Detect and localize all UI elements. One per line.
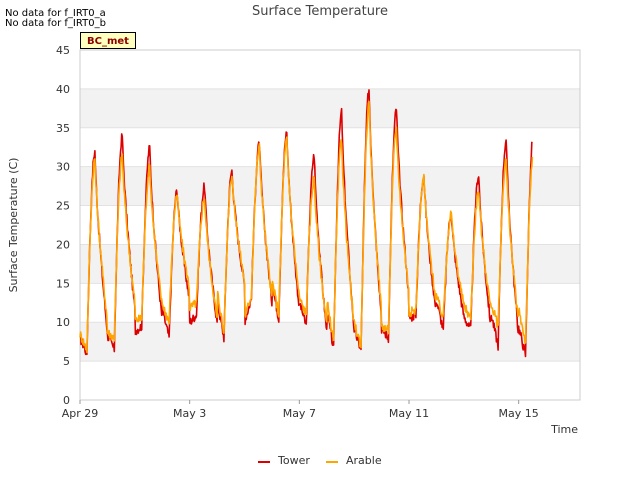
y-tick-label: 0 (63, 394, 70, 407)
x-tick-label: May 11 (389, 407, 429, 420)
x-axis-label: Time (550, 423, 578, 436)
y-tick-label: 20 (56, 238, 70, 251)
grid-band (80, 244, 580, 284)
series-line-arable (79, 100, 534, 354)
y-axis-ticks: 0 5 10 15 20 25 30 35 40 45 (56, 44, 70, 407)
y-axis-label: Surface Temperature (C) (7, 158, 20, 293)
x-tick-label: Apr 29 (62, 407, 99, 420)
plot-frame (79, 49, 581, 401)
site-badge: BC_met (80, 32, 136, 49)
y-tick-label: 35 (56, 122, 70, 135)
y-tick-label: 5 (63, 355, 70, 368)
chart-title: Surface Temperature (252, 4, 388, 19)
x-tick-label: May 15 (499, 407, 539, 420)
y-tick-label: 15 (56, 277, 70, 290)
no-data-note-1: No data for f_IRT0_a (5, 8, 106, 19)
grid-band (80, 166, 580, 206)
y-tick-label: 40 (56, 83, 70, 96)
y-tick-label: 10 (56, 316, 70, 329)
y-tick-label: 25 (56, 200, 70, 213)
y-tick-label: 45 (56, 44, 70, 57)
y-tick-label: 30 (56, 161, 70, 174)
grid-band (80, 88, 580, 128)
x-tick-label: May 7 (283, 407, 316, 420)
grid-bands (80, 49, 580, 401)
legend: Tower Arable (258, 454, 382, 467)
legend-label-arable: Arable (346, 454, 382, 467)
no-data-note-2: No data for f_IRT0_b (5, 18, 106, 29)
series-group (79, 89, 534, 358)
x-tick-label: May 3 (173, 407, 206, 420)
legend-label-tower: Tower (277, 454, 310, 467)
x-axis-ticks: Apr 29 May 3 May 7 May 11 May 15 (62, 400, 539, 420)
